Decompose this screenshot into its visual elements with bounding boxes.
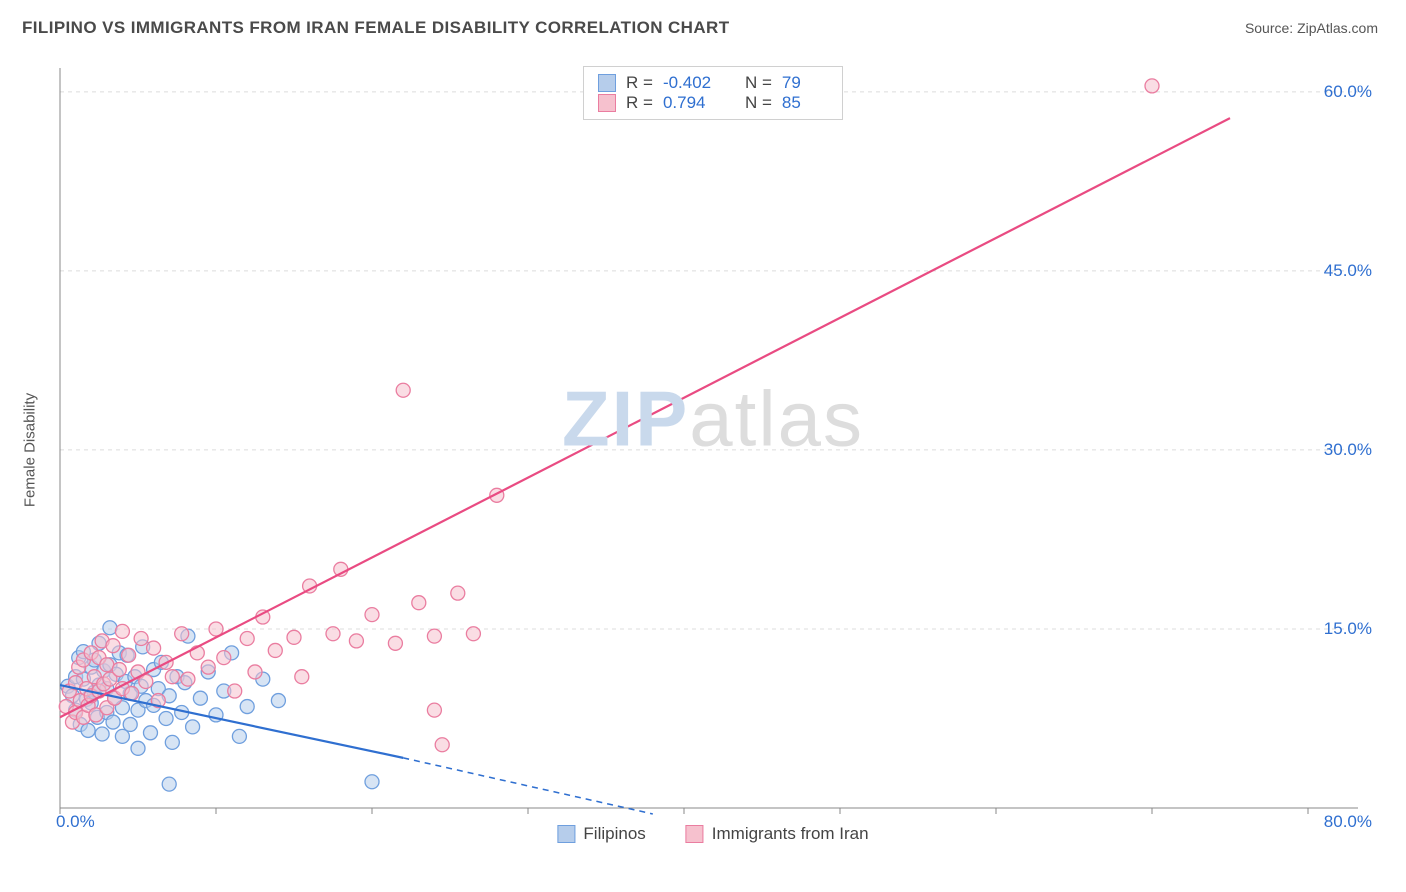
n-value: 79 — [782, 73, 801, 93]
y-tick-label: 15.0% — [1324, 619, 1372, 639]
source-prefix: Source: — [1245, 20, 1297, 36]
legend-stats-row: R = -0.402 N = 79 — [598, 73, 828, 93]
header-row: FILIPINO VS IMMIGRANTS FROM IRAN FEMALE … — [0, 0, 1406, 46]
scatter-chart-svg — [48, 60, 1378, 840]
legend-stats-box: R = -0.402 N = 79 R = 0.794 N = 85 — [583, 66, 843, 120]
plot-area: Female Disability ZIPatlas R =-0.402N =7… — [48, 60, 1378, 840]
legend-series-item: Filipinos — [557, 824, 645, 844]
legend-swatch — [598, 94, 616, 112]
r-value: 0.794 — [663, 93, 721, 113]
legend-series-label: Filipinos — [583, 824, 645, 844]
chart-title: FILIPINO VS IMMIGRANTS FROM IRAN FEMALE … — [22, 18, 730, 38]
source-link[interactable]: ZipAtlas.com — [1297, 20, 1378, 36]
legend-series-label: Immigrants from Iran — [712, 824, 869, 844]
x-tick-label: 0.0% — [56, 812, 95, 832]
y-axis-label: Female Disability — [22, 393, 39, 507]
y-tick-label: 30.0% — [1324, 440, 1372, 460]
legend-swatch — [686, 825, 704, 843]
legend-stats-row: R = 0.794 N = 85 — [598, 93, 828, 113]
y-tick-label: 60.0% — [1324, 82, 1372, 102]
source-attribution: Source: ZipAtlas.com — [1245, 20, 1378, 36]
n-label: N = — [745, 73, 772, 93]
legend-swatch — [598, 74, 616, 92]
r-label: R = — [626, 93, 653, 113]
legend-swatch — [557, 825, 575, 843]
n-label: N = — [745, 93, 772, 113]
n-value: 85 — [782, 93, 801, 113]
y-tick-label: 45.0% — [1324, 261, 1372, 281]
x-tick-label: 80.0% — [1324, 812, 1372, 832]
r-label: R = — [626, 73, 653, 93]
legend-series-item: Immigrants from Iran — [686, 824, 869, 844]
legend-series: Filipinos Immigrants from Iran — [557, 824, 868, 844]
r-value: -0.402 — [663, 73, 721, 93]
